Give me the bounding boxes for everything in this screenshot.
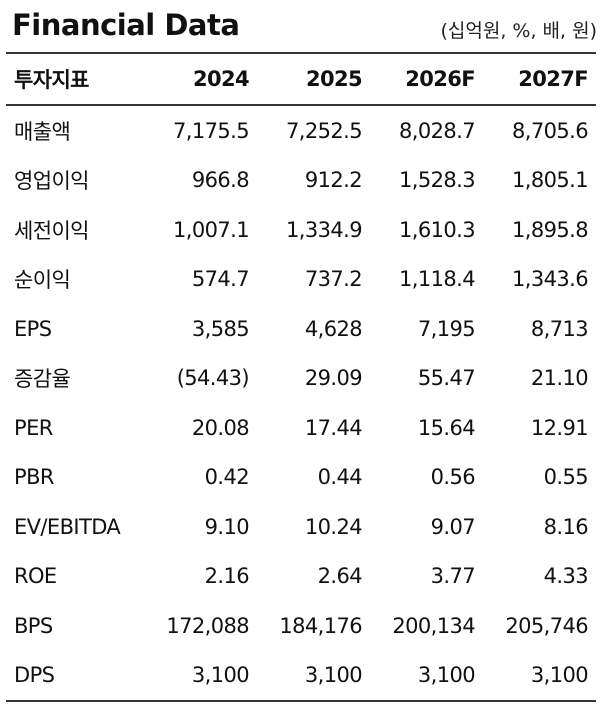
row-label: EPS xyxy=(14,316,52,341)
table-row: BPS 172,088 184,176 200,134 205,746 xyxy=(6,601,596,651)
cell-value: 7,195 xyxy=(417,316,476,341)
cell-value: 15.64 xyxy=(417,415,476,440)
cell-value: 3,100 xyxy=(530,663,589,688)
cell-value: 966.8 xyxy=(191,168,250,193)
cell-value: 8,705.6 xyxy=(512,118,589,143)
cell-value: 1,334.9 xyxy=(286,217,363,242)
cell-value: 3.77 xyxy=(430,564,476,589)
title: Financial Data xyxy=(12,8,240,42)
cell-value: 8,028.7 xyxy=(399,118,476,143)
row-label: 순이익 xyxy=(14,268,71,293)
financial-table: 투자지표 2024 2025 2026F 2027F 매출액 7,175.5 7,252.5… xyxy=(6,52,596,702)
cell-value: 4.33 xyxy=(543,564,589,589)
cell-value: 200,134 xyxy=(392,613,475,638)
cell-value: 29.09 xyxy=(304,366,363,391)
cell-value: 1,805.1 xyxy=(512,168,589,193)
table-row: 순이익 574.7 737.2 1,118.4 1,343.6 xyxy=(6,255,596,305)
row-label: ROE xyxy=(14,564,57,589)
cell-value: 172,088 xyxy=(166,613,249,638)
cell-value: 2.16 xyxy=(204,564,250,589)
cell-value: 205,746 xyxy=(505,613,588,638)
cell-value: 912.2 xyxy=(304,168,363,193)
cell-value: 4,628 xyxy=(304,316,363,341)
cell-value: 10.24 xyxy=(304,514,363,539)
table-row: EV/EBITDA 9.10 10.24 9.07 8.16 xyxy=(6,502,596,552)
table-row: 세전이익 1,007.1 1,334.9 1,610.3 1,895.8 xyxy=(6,205,596,255)
cell-value: 0.42 xyxy=(204,465,250,490)
cell-value: 17.44 xyxy=(304,415,363,440)
cell-value: 1,343.6 xyxy=(512,267,589,292)
row-label: 영업이익 xyxy=(14,169,89,194)
cell-value: 1,007.1 xyxy=(173,217,250,242)
cell-value: 7,175.5 xyxy=(173,118,250,143)
row-label: 매출액 xyxy=(14,119,71,144)
column-header: 2025 xyxy=(257,53,370,106)
cell-value: 7,252.5 xyxy=(286,118,363,143)
cell-value: 1,610.3 xyxy=(399,217,476,242)
row-label: 세전이익 xyxy=(14,218,89,243)
row-label: PBR xyxy=(14,465,54,490)
cell-value: 3,100 xyxy=(417,663,476,688)
cell-value: 9.07 xyxy=(430,514,476,539)
cell-value: 1,895.8 xyxy=(512,217,589,242)
column-header: 2027F xyxy=(483,53,596,106)
cell-value: 3,100 xyxy=(191,663,250,688)
cell-value: 12.91 xyxy=(530,415,589,440)
table-body: 매출액 7,175.5 7,252.5 8,028.7 8,705.6 영업이익 966.8… xyxy=(6,105,596,701)
cell-value: 8,713 xyxy=(530,316,589,341)
cell-value: 55.47 xyxy=(417,366,476,391)
cell-value: 2.64 xyxy=(317,564,363,589)
table-row: ROE 2.16 2.64 3.77 4.33 xyxy=(6,552,596,602)
unit-note: (십억원, %, 배, 원) xyxy=(440,20,597,42)
table-row: EPS 3,585 4,628 7,195 8,713 xyxy=(6,304,596,354)
column-header: 2026F xyxy=(370,53,483,106)
cell-value: 8.16 xyxy=(543,514,589,539)
table-row: PBR 0.42 0.44 0.56 0.55 xyxy=(6,453,596,503)
cell-value: 0.44 xyxy=(317,465,363,490)
row-label: DPS xyxy=(14,663,55,688)
row-label: 증감율 xyxy=(14,367,71,392)
cell-value: 20.08 xyxy=(191,415,250,440)
cell-value: 3,585 xyxy=(191,316,250,341)
header-row: 투자지표 2024 2025 2026F 2027F xyxy=(6,53,596,106)
table-row: 증감율 (54.43) 29.09 55.47 21.10 xyxy=(6,354,596,404)
column-header: 2024 xyxy=(144,53,257,106)
row-label: EV/EBITDA xyxy=(14,514,121,539)
cell-value: 737.2 xyxy=(304,267,363,292)
table-row: PER 20.08 17.44 15.64 12.91 xyxy=(6,403,596,453)
cell-value: 9.10 xyxy=(204,514,250,539)
cell-value: 3,100 xyxy=(304,663,363,688)
column-header: 투자지표 xyxy=(6,53,144,106)
table-row: DPS 3,100 3,100 3,100 3,100 xyxy=(6,651,596,702)
cell-value: 574.7 xyxy=(191,267,250,292)
cell-value: 0.55 xyxy=(543,465,589,490)
cell-value: 1,528.3 xyxy=(399,168,476,193)
cell-value: 21.10 xyxy=(530,366,589,391)
row-label: PER xyxy=(14,415,53,440)
table-row: 매출액 7,175.5 7,252.5 8,028.7 8,705.6 xyxy=(6,105,596,156)
cell-value: 0.56 xyxy=(430,465,476,490)
cell-value: 1,118.4 xyxy=(399,267,476,292)
cell-value: (54.43) xyxy=(176,366,250,391)
cell-value: 184,176 xyxy=(279,613,362,638)
row-label: BPS xyxy=(14,613,53,638)
table-row: 영업이익 966.8 912.2 1,528.3 1,805.1 xyxy=(6,156,596,206)
